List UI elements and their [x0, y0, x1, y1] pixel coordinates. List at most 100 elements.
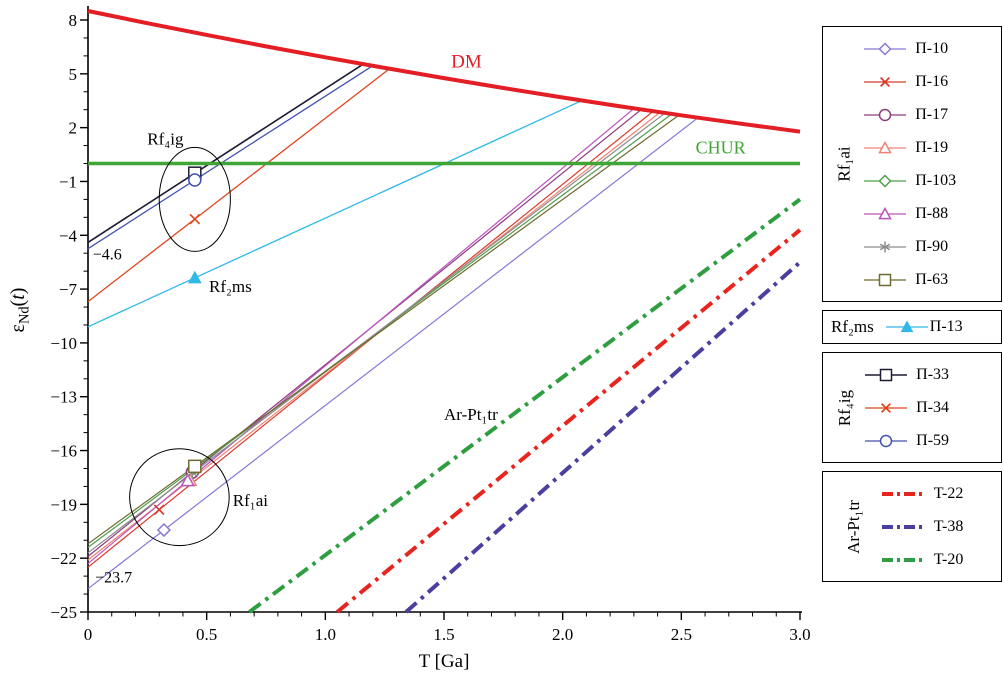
legend-marker-sample	[862, 72, 908, 92]
asterisk-marker-icon	[864, 241, 907, 252]
legend-entry: П-19	[862, 131, 997, 164]
annotation-rf-ai: Rf₁ai	[233, 491, 268, 510]
y-tick-label: −22	[50, 549, 77, 568]
series-lines	[87, 63, 802, 614]
series-line	[87, 114, 680, 545]
legend-marker-sample	[862, 171, 908, 191]
legend-entry-label: T-38	[933, 517, 964, 535]
dash-line-sample-icon	[881, 524, 926, 529]
triangle-marker-icon	[864, 206, 907, 219]
legend-entry: П-10	[862, 32, 997, 65]
series-line	[335, 228, 802, 614]
legend: Rf₁ai П-10 П-16 П-17 П-19 П-103 П-88 П-9…	[822, 26, 1002, 582]
legend-marker-sample	[863, 398, 909, 418]
legend-line-sample	[881, 517, 927, 537]
legend-entry: T-22	[881, 477, 997, 510]
legend-entry: П-88	[862, 197, 997, 230]
legend-entry-label: П-33	[916, 365, 950, 383]
group-ellipse	[129, 448, 230, 547]
reference-line-dm	[87, 9, 801, 134]
series-line	[248, 197, 802, 614]
legend-entry-label: П-19	[915, 138, 949, 156]
annotation-4-6: −4.6	[93, 247, 122, 264]
series-line	[87, 65, 374, 250]
legend-entry-label: П-13	[929, 318, 963, 335]
legend-entry: П-33	[863, 358, 997, 391]
legend-marker-sample	[862, 204, 908, 224]
legend-entry: П-16	[862, 65, 997, 98]
x-tick-label: 0	[84, 625, 93, 644]
y-tick-label: 2	[69, 119, 78, 138]
legend-line-sample	[881, 550, 927, 570]
legend-group-rf1ai: Rf₁ai П-10 П-16 П-17 П-19 П-103 П-88 П-9…	[822, 26, 1002, 302]
annotation-23-7: −23.7	[95, 569, 132, 586]
x-tick-label: 2.0	[552, 625, 573, 644]
legend-entry: T-38	[881, 510, 997, 543]
legend-entry-label: П-90	[915, 237, 949, 255]
legend-entry-label: П-34	[916, 398, 950, 416]
dash-line-sample-icon	[881, 491, 926, 496]
y-tick-label: 8	[69, 11, 78, 30]
legend-group-label-rf4ig: Rf₄ig	[827, 358, 863, 457]
axes: 0 0.5 1.0 1.5 2.0 2.5 3.0 8 5 2 −1 −4 −7 −10 −13 −16 −19…	[7, 6, 811, 672]
series-line	[87, 112, 666, 554]
y-tick-label: 5	[69, 65, 78, 84]
diamond-marker-icon	[864, 173, 907, 188]
triangle-filled-marker-icon	[885, 320, 928, 333]
dash-line-sample-icon	[881, 557, 926, 562]
legend-entry: T-20	[881, 543, 997, 576]
y-axis-title: εNd(t)	[7, 288, 32, 333]
square-marker-icon	[864, 273, 907, 286]
y-tick-label: −4	[59, 226, 78, 245]
y-tick-label: −7	[59, 280, 78, 299]
annotation-dm: DM	[451, 52, 482, 73]
series-line	[87, 63, 364, 244]
annotation-rf-ms: Rf₂ms	[209, 277, 252, 296]
legend-group-rf4ig: Rf₄ig П-33 П-34 П-59	[822, 352, 1002, 463]
legend-marker-sample	[862, 105, 908, 125]
y-tick-label: −16	[50, 442, 77, 461]
epsilon-nd-chart: 0 0.5 1.0 1.5 2.0 2.5 3.0 8 5 2 −1 −4 −7 −10 −13 −16 −19…	[7, 6, 811, 672]
sample-markers	[153, 166, 202, 538]
diamond-marker-icon	[864, 41, 907, 56]
legend-entries-arpt1tr: T-22 T-38 T-20	[881, 477, 997, 576]
legend-entries-rf1ai: П-10 П-16 П-17 П-19 П-103 П-88 П-90 П-63	[862, 32, 997, 296]
y-tick-label: −19	[50, 495, 77, 514]
legend-entry-label: П-16	[915, 72, 949, 90]
x-axis-title: T [Ga]	[419, 651, 470, 672]
legend-entry: П-63	[862, 263, 997, 296]
x-marker-icon	[864, 76, 907, 87]
legend-marker-sample	[862, 237, 908, 257]
series-line	[404, 260, 802, 614]
legend-entry: П-17	[862, 98, 997, 131]
legend-group-rf2ms: Rf₂ms П-13	[822, 310, 1002, 344]
x-tick-label: 1.5	[433, 625, 454, 644]
triangle-marker-icon	[864, 140, 907, 153]
legend-entry: П-34	[863, 391, 997, 424]
square-marker-icon	[865, 368, 908, 381]
series-line	[87, 108, 635, 565]
legend-entry-label: T-22	[933, 484, 964, 502]
group-ellipse	[158, 146, 231, 252]
legend-group-label-rf1ai: Rf₁ai	[827, 32, 862, 296]
legend-marker-sample	[862, 270, 908, 290]
y-tick-label: −25	[50, 603, 77, 622]
legend-marker-sample	[862, 39, 908, 59]
annotation-rf-ig: Rf₄ig	[147, 130, 184, 149]
legend-group-label-text: Rf₁ai	[834, 146, 854, 182]
legend-group-arpt1tr: Ar-Pt₁tr T-22 T-38 T-20	[822, 471, 1002, 582]
annotation-chur: CHUR	[696, 138, 746, 158]
y-tick-label: −10	[50, 334, 77, 353]
legend-entry-label: П-17	[915, 105, 949, 123]
y-tick-label: −1	[59, 172, 77, 191]
legend-group-label-text: Rf₄ig	[835, 389, 855, 426]
circle-marker-icon	[864, 108, 907, 121]
x-tick-label: 0.5	[196, 625, 217, 644]
legend-entry-label: T-20	[933, 550, 964, 568]
legend-entry-label: П-88	[915, 204, 949, 222]
legend-entries-rf4ig: П-33 П-34 П-59	[863, 358, 997, 457]
y-tick-label: −13	[50, 388, 77, 407]
legend-group-label-rf2ms: Rf₂ms	[831, 317, 874, 336]
legend-entry-label: П-63	[915, 270, 949, 288]
legend-entry-label: П-10	[915, 39, 949, 57]
